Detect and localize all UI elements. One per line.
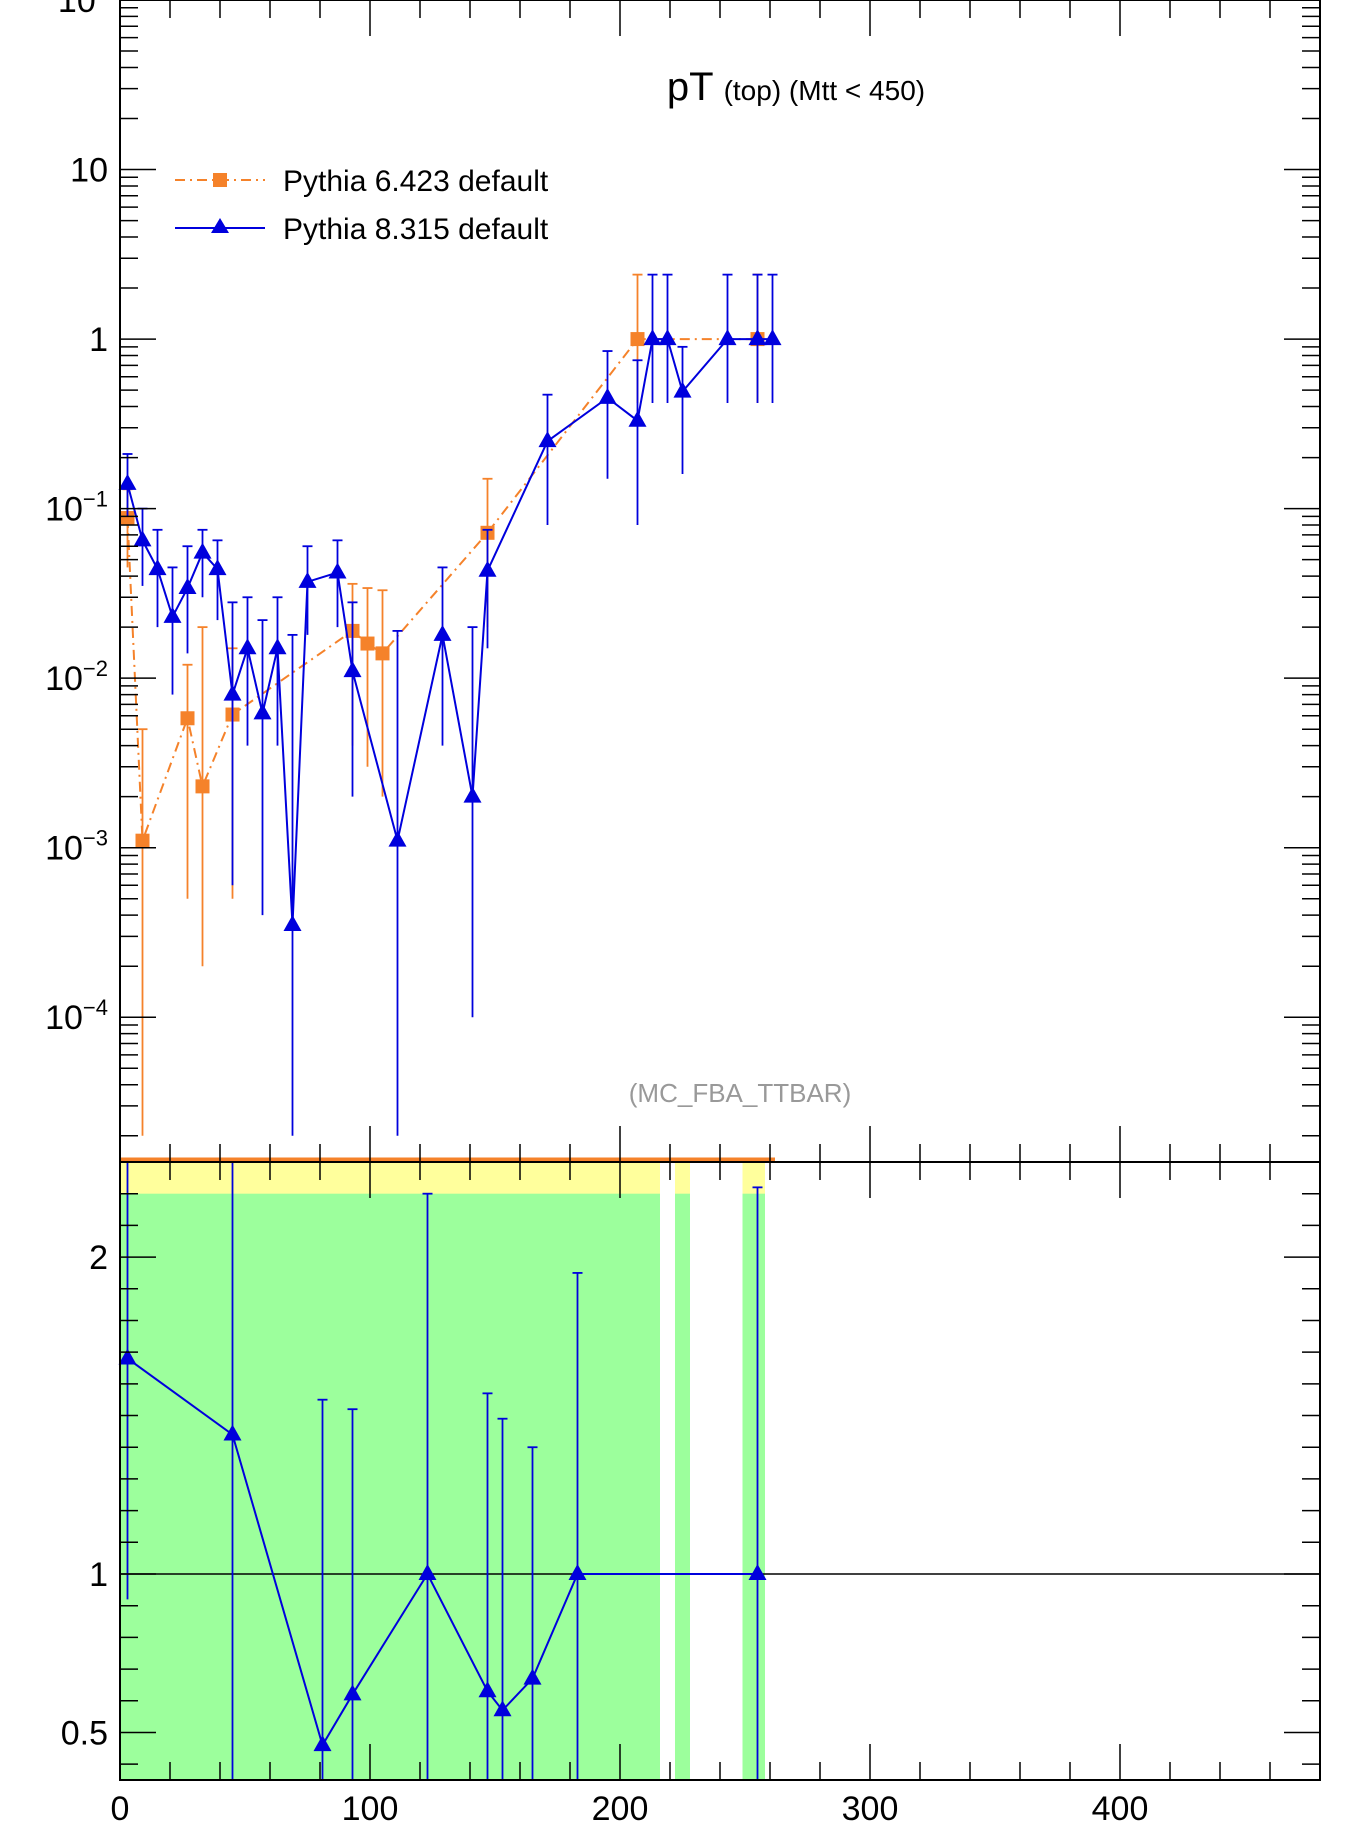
data-point-p8 — [193, 542, 212, 559]
ratio-panel: 0.5 1 2 0 100 200 300 400 — [61, 1161, 1321, 1828]
x-tick-label: 400 — [1092, 1790, 1149, 1828]
title-suffix: (top) (Mtt < 450) — [724, 75, 926, 106]
y-tick-label: 10 — [70, 152, 108, 190]
data-point-p8 — [268, 638, 287, 655]
data-point-p6 — [195, 779, 210, 794]
data-point-p8 — [658, 329, 677, 346]
data-point-p8 — [718, 329, 737, 346]
plot-title: pT (top) (Mtt < 450) — [667, 65, 925, 109]
data-point-p8 — [628, 410, 647, 427]
ratio-data-point — [493, 1700, 512, 1717]
title-main: pT — [667, 65, 714, 109]
data-point-p8 — [673, 381, 692, 398]
main-panel: 102 10 1 10−1 10−2 10−3 10−4 pT (top) (Mtt < 45… — [45, 0, 1321, 1163]
ratio-data-point — [748, 1564, 767, 1580]
data-point-p8 — [178, 578, 197, 595]
data-point-p8 — [748, 329, 767, 346]
legend-marker-pythia6 — [213, 173, 227, 187]
ratio-axis-ticks — [119, 1162, 1321, 1780]
y-tick-label: 10−3 — [45, 826, 108, 868]
legend-entry-pythia8: Pythia 8.315 default — [175, 213, 549, 246]
x-tick-label: 100 — [342, 1790, 399, 1828]
ratio-band-inner — [675, 1193, 690, 1780]
data-point-p6 — [120, 511, 135, 526]
ratio-data-point — [478, 1681, 497, 1698]
legend-label-pythia8: Pythia 8.315 default — [283, 213, 549, 246]
data-point-p8 — [163, 606, 182, 623]
ratio-data-point — [313, 1735, 332, 1752]
data-point-p6 — [630, 332, 645, 347]
data-point-p8 — [253, 703, 272, 720]
data-point-p8 — [298, 571, 317, 588]
data-point-p6 — [375, 646, 390, 661]
ratio-y-tick-label: 1 — [89, 1556, 108, 1594]
legend-entry-pythia6: Pythia 6.423 default — [175, 165, 549, 198]
data-point-p8 — [208, 559, 227, 576]
x-tick-label: 200 — [592, 1790, 649, 1828]
data-point-p8 — [238, 638, 257, 655]
ratio-y-tick-label: 2 — [89, 1239, 108, 1277]
y-tick-label: 1 — [89, 321, 108, 359]
data-point-p8 — [478, 560, 497, 577]
y-tick-label: 102 — [58, 0, 108, 20]
main-y-tick-labels: 102 10 1 10−1 10−2 10−3 10−4 — [45, 0, 108, 1037]
y-tick-label: 10−4 — [45, 995, 108, 1037]
data-point-p8 — [133, 530, 152, 547]
y-tick-label: 10−2 — [45, 656, 108, 698]
ratio-data-point — [223, 1424, 242, 1441]
data-point-p8 — [148, 559, 167, 576]
ratio-band-inner — [120, 1193, 660, 1780]
data-point-p8 — [388, 830, 407, 847]
ratio-data-point — [343, 1684, 362, 1701]
data-point-p8 — [463, 786, 482, 803]
x-tick-label: 300 — [842, 1790, 899, 1828]
ratio-plot-area — [118, 1161, 767, 1780]
ratio-series-line — [126, 1357, 758, 1748]
data-point-p8 — [328, 562, 347, 579]
legend-marker-pythia8 — [211, 218, 229, 233]
main-plot-area — [118, 273, 782, 1163]
ratio-data-point — [118, 1348, 137, 1365]
data-point-p8 — [343, 661, 362, 678]
analysis-label: (MC_FBA_TTBAR) — [629, 1078, 851, 1108]
data-point-p8 — [763, 329, 782, 346]
data-point-p8 — [118, 473, 137, 490]
data-point-p6 — [180, 711, 195, 726]
legend: Pythia 6.423 default Pythia 8.315 defaul… — [175, 165, 549, 246]
data-point-p8 — [283, 914, 302, 931]
data-point-p6 — [360, 636, 375, 651]
legend-label-pythia6: Pythia 6.423 default — [283, 165, 549, 198]
data-point-p6 — [135, 833, 150, 848]
ratio-data-point — [523, 1668, 542, 1685]
y-tick-label: 10−1 — [45, 487, 108, 529]
ratio-data-point — [418, 1564, 437, 1580]
data-point-p8 — [538, 431, 557, 448]
ratio-y-tick-labels: 0.5 1 2 — [61, 1239, 108, 1752]
ratio-band-inner — [742, 1193, 765, 1780]
series-line-p8 — [126, 338, 773, 926]
ratio-y-tick-label: 0.5 — [61, 1714, 108, 1752]
x-tick-labels: 0 100 200 300 400 — [111, 1790, 1149, 1828]
x-tick-label: 0 — [111, 1790, 130, 1828]
ratio-data-point — [568, 1564, 587, 1580]
data-point-p8 — [643, 329, 662, 346]
data-point-p8 — [223, 684, 242, 701]
main-axis-ticks — [119, 0, 1321, 1162]
data-point-p8 — [433, 624, 452, 641]
ratio-bands — [120, 1162, 765, 1780]
data-point-p8 — [598, 387, 617, 404]
